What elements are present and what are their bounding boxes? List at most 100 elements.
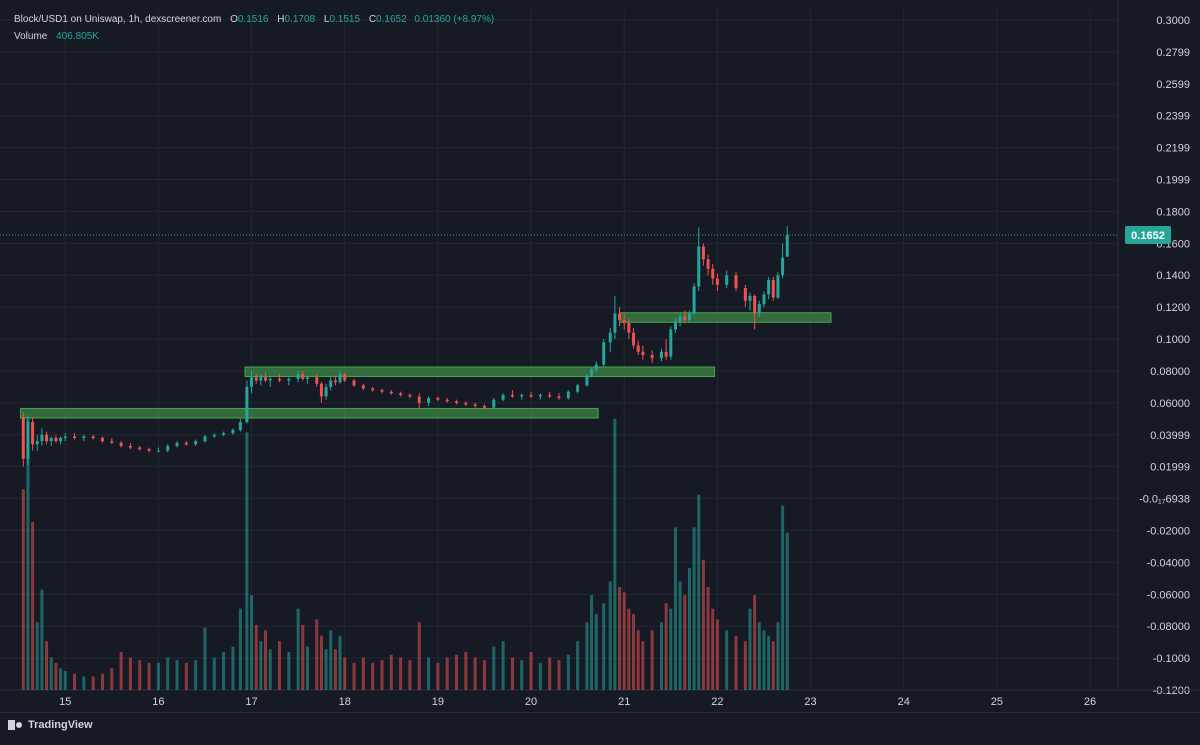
candle-body[interactable]	[776, 275, 780, 298]
candle-body[interactable]	[222, 433, 226, 435]
candle-body[interactable]	[305, 377, 309, 379]
candle-body[interactable]	[361, 385, 365, 389]
candle-body[interactable]	[664, 351, 668, 357]
candle-body[interactable]	[576, 385, 580, 392]
candle-body[interactable]	[715, 278, 719, 285]
candle-body[interactable]	[329, 380, 333, 387]
candle-body[interactable]	[632, 332, 636, 346]
candle-body[interactable]	[245, 386, 249, 422]
candle-body[interactable]	[315, 377, 319, 384]
candle-body[interactable]	[399, 393, 403, 395]
candle-body[interactable]	[455, 401, 459, 403]
candle-body[interactable]	[119, 442, 123, 446]
candle-body[interactable]	[194, 441, 198, 445]
candle-body[interactable]	[566, 391, 570, 399]
tradingview-logo[interactable]: TradingView	[8, 719, 93, 731]
candle-body[interactable]	[26, 422, 30, 459]
volume-label[interactable]: Volume	[14, 31, 48, 42]
candle-body[interactable]	[212, 434, 216, 437]
candle-body[interactable]	[701, 246, 705, 260]
candle-body[interactable]	[231, 429, 235, 434]
candle-body[interactable]	[264, 377, 268, 381]
candle-body[interactable]	[501, 394, 505, 400]
candle-body[interactable]	[166, 445, 170, 451]
candle-body[interactable]	[748, 295, 752, 301]
candle-body[interactable]	[725, 275, 729, 285]
candle-body[interactable]	[203, 436, 207, 442]
candle-body[interactable]	[538, 394, 542, 397]
candle-body[interactable]	[669, 329, 673, 357]
candle-body[interactable]	[184, 442, 188, 445]
candle-body[interactable]	[785, 235, 789, 257]
candle-body[interactable]	[585, 375, 589, 386]
candle-body[interactable]	[296, 374, 300, 379]
candle-body[interactable]	[319, 383, 323, 397]
candle-body[interactable]	[324, 386, 328, 397]
candle-body[interactable]	[128, 445, 132, 448]
candle-body[interactable]	[613, 313, 617, 333]
candle-body[interactable]	[287, 378, 291, 381]
candle-body[interactable]	[781, 257, 785, 276]
candle-body[interactable]	[333, 380, 337, 383]
candle-body[interactable]	[650, 355, 654, 359]
candle-body[interactable]	[408, 394, 412, 397]
candle-body[interactable]	[338, 374, 342, 383]
symbol-title[interactable]: Block/USD1 on Uniswap, 1h, dexscreener.c…	[14, 14, 222, 25]
support-zone[interactable]	[619, 312, 832, 323]
candle-body[interactable]	[482, 406, 486, 408]
candle-body[interactable]	[138, 447, 142, 450]
candle-body[interactable]	[618, 313, 622, 320]
candle-body[interactable]	[557, 396, 561, 399]
candle-body[interactable]	[82, 436, 86, 438]
candle-body[interactable]	[697, 246, 701, 287]
candle-body[interactable]	[692, 286, 696, 314]
candle-body[interactable]	[250, 377, 254, 387]
candle-body[interactable]	[753, 295, 757, 314]
candle-body[interactable]	[594, 364, 598, 370]
candle-body[interactable]	[673, 321, 677, 330]
candle-body[interactable]	[622, 319, 626, 324]
support-zone[interactable]	[244, 366, 716, 378]
candle-body[interactable]	[602, 342, 606, 365]
candle-body[interactable]	[436, 398, 440, 400]
candle-body[interactable]	[73, 436, 77, 438]
candle-body[interactable]	[156, 450, 160, 452]
candle-body[interactable]	[683, 316, 687, 320]
candle-body[interactable]	[40, 434, 44, 442]
candle-body[interactable]	[706, 259, 710, 269]
candle-body[interactable]	[464, 402, 468, 405]
candle-body[interactable]	[510, 394, 514, 397]
candle-body[interactable]	[59, 437, 63, 442]
support-zone[interactable]	[19, 407, 599, 419]
candle-body[interactable]	[254, 377, 258, 381]
candle-body[interactable]	[63, 436, 67, 438]
candle-body[interactable]	[54, 437, 58, 442]
candle-body[interactable]	[734, 275, 738, 288]
candle-body[interactable]	[473, 404, 477, 407]
candle-body[interactable]	[548, 394, 552, 397]
candle-body[interactable]	[238, 422, 242, 430]
candle-body[interactable]	[147, 449, 151, 451]
candle-body[interactable]	[529, 394, 533, 397]
candle-body[interactable]	[371, 388, 375, 391]
candle-body[interactable]	[45, 434, 49, 442]
candle-body[interactable]	[627, 323, 631, 333]
candle-body[interactable]	[636, 345, 640, 352]
candle-body[interactable]	[687, 313, 691, 320]
candle-body[interactable]	[659, 351, 663, 359]
candle-body[interactable]	[259, 377, 263, 381]
candle-body[interactable]	[417, 396, 421, 403]
candle-body[interactable]	[608, 332, 612, 343]
candle-body[interactable]	[301, 374, 305, 379]
candle-body[interactable]	[771, 280, 775, 298]
candle-body[interactable]	[762, 294, 766, 304]
candle-body[interactable]	[445, 399, 449, 402]
candle-body[interactable]	[35, 441, 39, 445]
candle-body[interactable]	[520, 394, 524, 397]
candle-body[interactable]	[757, 303, 761, 314]
candle-body[interactable]	[175, 442, 179, 446]
candle-body[interactable]	[641, 351, 645, 355]
candle-body[interactable]	[110, 441, 114, 443]
